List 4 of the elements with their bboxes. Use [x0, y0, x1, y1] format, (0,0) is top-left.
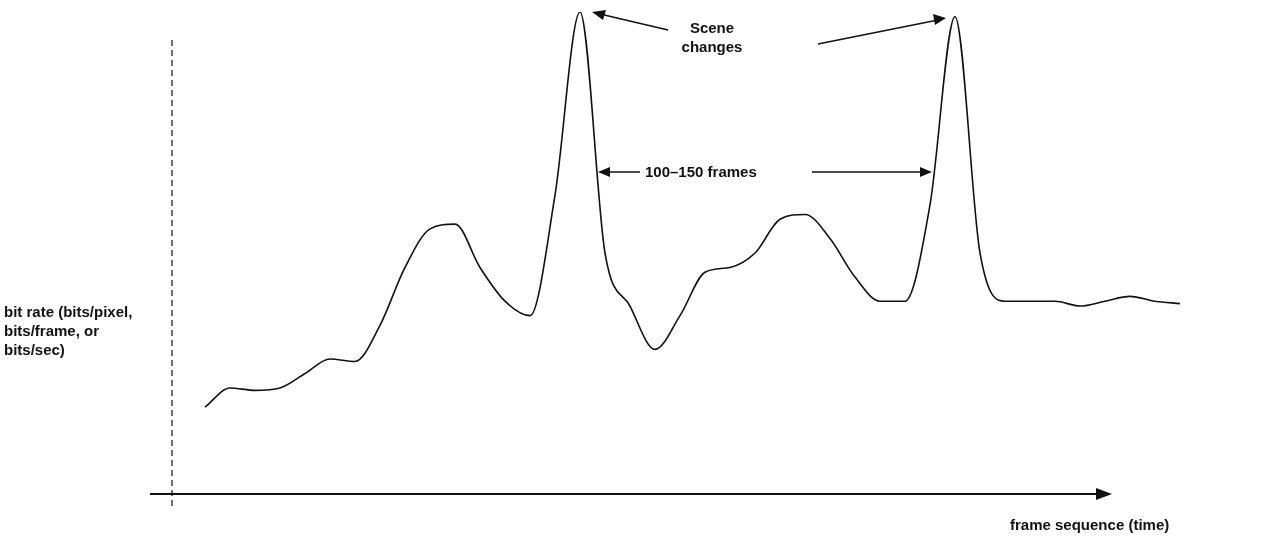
- x-axis-title: frame sequence (time): [1010, 515, 1170, 534]
- annotation: Scene changes: [680, 18, 744, 56]
- y-axis-title: bit rate (bits/pixel, bits/frame, or bits/sec): [4, 302, 134, 359]
- annotation: 100–150 frames: [645, 162, 757, 181]
